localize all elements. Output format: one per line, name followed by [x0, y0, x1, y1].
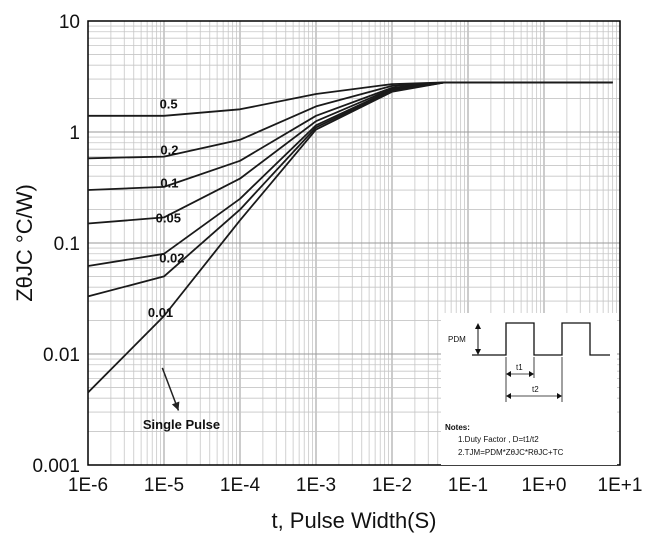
y-tick-label: 10 [59, 12, 80, 33]
x-axis-title: t, Pulse Width(S) [271, 508, 436, 533]
curve-label-single-pulse: Single Pulse [143, 417, 220, 432]
pulse-waveform [472, 322, 610, 356]
note-duty-factor: 1.Duty Factor , D=t1/t2 [458, 435, 539, 444]
series-line-single-pulse [87, 81, 613, 394]
t2-arrow-left [506, 393, 511, 399]
x-tick-label: 1E-2 [372, 475, 412, 496]
curves [87, 81, 613, 394]
curve-labels: 0.5 0.2 0.1 0.05 0.02 0.01 Single Pulse [143, 97, 220, 432]
curve-label-0-02: 0.02 [159, 250, 184, 265]
curve-label-0-5: 0.5 [160, 97, 178, 112]
t2-arrow-right [557, 393, 562, 399]
x-tick-label: 1E+1 [598, 475, 643, 496]
duty-cycle-inset: PDM t1 t2 Notes: 1.Duty Factor , D=t1/t2… [441, 313, 617, 465]
pdm-arrow-top [475, 323, 481, 329]
x-tick-label: 1E-6 [68, 475, 108, 496]
y-tick-label: 0.001 [32, 456, 80, 477]
curve-label-0-05: 0.05 [156, 210, 181, 225]
notes-title: Notes: [445, 423, 470, 432]
curve-label-0-01: 0.01 [148, 305, 173, 320]
t2-label: t2 [532, 385, 539, 394]
x-tick-labels: 1E-6 1E-5 1E-4 1E-3 1E-2 1E-1 1E+0 1E+1 [68, 475, 643, 496]
note-junction-temp: 2.TJM=PDM*ZθJC*RθJC+TC [458, 448, 564, 457]
curve-label-0-2: 0.2 [160, 142, 178, 157]
y-tick-label: 0.01 [43, 345, 80, 366]
y-axis-title: ZθJC °C/W) [12, 184, 37, 302]
y-tick-label: 1 [69, 123, 80, 144]
x-tick-label: 1E-4 [220, 475, 261, 496]
grid [87, 21, 620, 466]
t1-arrow-right [529, 371, 534, 377]
plot-frame [87, 20, 621, 466]
pdm-label: PDM [448, 335, 466, 344]
x-tick-label: 1E-5 [144, 475, 184, 496]
x-tick-label: 1E-1 [448, 475, 488, 496]
x-tick-label: 1E+0 [522, 475, 567, 496]
x-tick-label: 1E-3 [296, 475, 336, 496]
y-tick-label: 0.1 [54, 234, 80, 255]
t1-label: t1 [516, 363, 523, 372]
y-tick-labels: 0.001 0.01 0.1 1 10 [32, 12, 80, 477]
t1-arrow-left [506, 371, 511, 377]
pdm-arrow-bottom [475, 349, 481, 355]
inset-box [441, 313, 617, 465]
single-pulse-arrow-head [171, 401, 180, 411]
curve-label-0-1: 0.1 [160, 176, 178, 191]
